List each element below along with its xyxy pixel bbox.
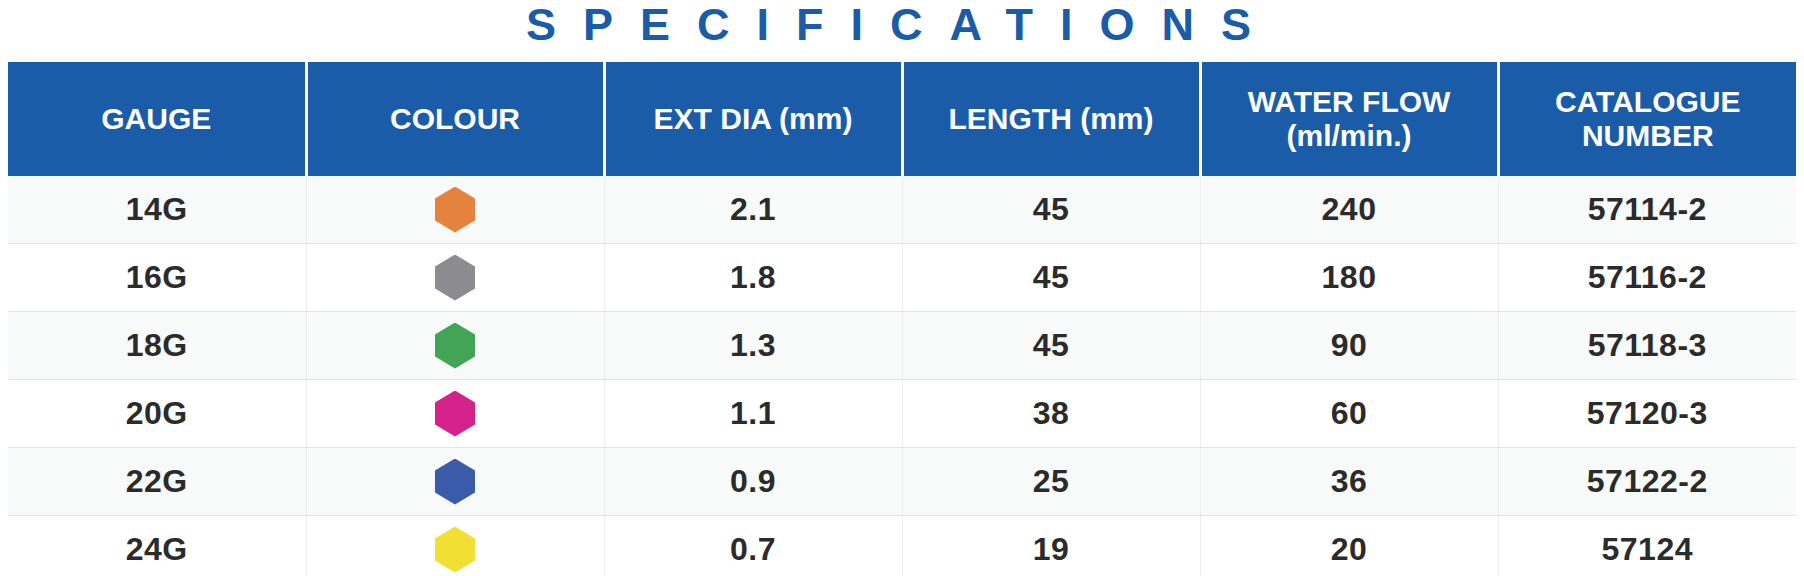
water-flow-cell: 240 — [1200, 176, 1498, 244]
ext-dia-cell: 0.9 — [604, 448, 902, 516]
ext-dia-cell: 1.1 — [604, 380, 902, 448]
table-row: 20G 1.1 38 60 57120-3 — [8, 380, 1796, 448]
length-cell: 19 — [902, 516, 1200, 576]
catalogue-cell: 57124 — [1498, 516, 1796, 576]
table-body: 14G 2.1 45 240 57114-2 16G 1.8 45 180 57… — [8, 176, 1796, 576]
table-row: 16G 1.8 45 180 57116-2 — [8, 244, 1796, 312]
catalogue-cell: 57118-3 — [1498, 312, 1796, 380]
page-title: SPECIFICATIONS — [0, 0, 1804, 52]
blue-hexagon-swatch — [435, 459, 475, 505]
colour-cell — [306, 244, 604, 312]
colour-cell — [306, 312, 604, 380]
water-flow-cell: 180 — [1200, 244, 1498, 312]
ext-dia-cell: 0.7 — [604, 516, 902, 576]
catalogue-cell: 57120-3 — [1498, 380, 1796, 448]
length-cell: 38 — [902, 380, 1200, 448]
column-header-ext-dia: EXT DIA (mm) — [604, 62, 902, 176]
catalogue-cell: 57116-2 — [1498, 244, 1796, 312]
colour-cell — [306, 516, 604, 576]
gauge-cell: 24G — [8, 516, 306, 576]
column-header-colour: COLOUR — [306, 62, 604, 176]
ext-dia-cell: 1.8 — [604, 244, 902, 312]
gauge-cell: 18G — [8, 312, 306, 380]
yellow-hexagon-swatch — [435, 527, 475, 573]
table-row: 22G 0.9 25 36 57122-2 — [8, 448, 1796, 516]
column-header-water-flow: WATER FLOW (ml/min.) — [1200, 62, 1498, 176]
orange-hexagon-swatch — [435, 187, 475, 233]
colour-cell — [306, 448, 604, 516]
column-header-length: LENGTH (mm) — [902, 62, 1200, 176]
table-row: 18G 1.3 45 90 57118-3 — [8, 312, 1796, 380]
gauge-cell: 20G — [8, 380, 306, 448]
header-row: GAUGE COLOUR EXT DIA (mm) LENGTH (mm) WA… — [8, 62, 1796, 176]
water-flow-cell: 36 — [1200, 448, 1498, 516]
pink-hexagon-swatch — [435, 391, 475, 437]
specifications-table: GAUGE COLOUR EXT DIA (mm) LENGTH (mm) WA… — [8, 62, 1796, 576]
column-header-gauge: GAUGE — [8, 62, 306, 176]
table-row: 24G 0.7 19 20 57124 — [8, 516, 1796, 576]
water-flow-cell: 20 — [1200, 516, 1498, 576]
catalogue-cell: 57122-2 — [1498, 448, 1796, 516]
length-cell: 45 — [902, 312, 1200, 380]
water-flow-cell: 90 — [1200, 312, 1498, 380]
green-hexagon-swatch — [435, 323, 475, 369]
length-cell: 45 — [902, 176, 1200, 244]
colour-cell — [306, 176, 604, 244]
colour-cell — [306, 380, 604, 448]
column-header-catalogue: CATALOGUE NUMBER — [1498, 62, 1796, 176]
catalogue-cell: 57114-2 — [1498, 176, 1796, 244]
grey-hexagon-swatch — [435, 255, 475, 301]
length-cell: 25 — [902, 448, 1200, 516]
gauge-cell: 22G — [8, 448, 306, 516]
gauge-cell: 14G — [8, 176, 306, 244]
table-row: 14G 2.1 45 240 57114-2 — [8, 176, 1796, 244]
table-header: GAUGE COLOUR EXT DIA (mm) LENGTH (mm) WA… — [8, 62, 1796, 176]
length-cell: 45 — [902, 244, 1200, 312]
gauge-cell: 16G — [8, 244, 306, 312]
specifications-sheet: SPECIFICATIONS GAUGE COLOUR EXT DIA (mm)… — [0, 0, 1804, 576]
ext-dia-cell: 1.3 — [604, 312, 902, 380]
ext-dia-cell: 2.1 — [604, 176, 902, 244]
water-flow-cell: 60 — [1200, 380, 1498, 448]
